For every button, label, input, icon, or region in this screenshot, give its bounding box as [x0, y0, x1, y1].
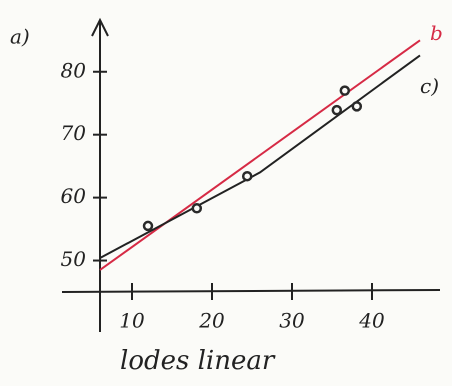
point	[333, 106, 341, 114]
series-label: b	[430, 21, 443, 45]
point	[243, 172, 251, 180]
point	[144, 222, 152, 230]
y-tick-label: 80	[61, 58, 87, 82]
point	[193, 204, 201, 212]
x-axis-label: lodes linear	[120, 346, 276, 376]
x-tick-label: 20	[198, 309, 225, 333]
x-tick-label: 10	[119, 309, 145, 333]
line	[100, 40, 420, 270]
y-tick-label: 70	[61, 121, 87, 145]
x-tick-label: 30	[279, 309, 305, 333]
y-tick-label: 60	[61, 184, 87, 208]
chart: a) lodes linear 50 60 70 80 10 20 30 40 b c)	[0, 0, 452, 386]
point	[341, 87, 349, 95]
x-axis	[62, 290, 440, 292]
panel-label: a)	[10, 25, 30, 49]
x-tick-label: 40	[358, 309, 385, 333]
point	[353, 102, 361, 110]
series-label: c)	[420, 74, 439, 98]
y-tick-label: 50	[61, 247, 87, 271]
